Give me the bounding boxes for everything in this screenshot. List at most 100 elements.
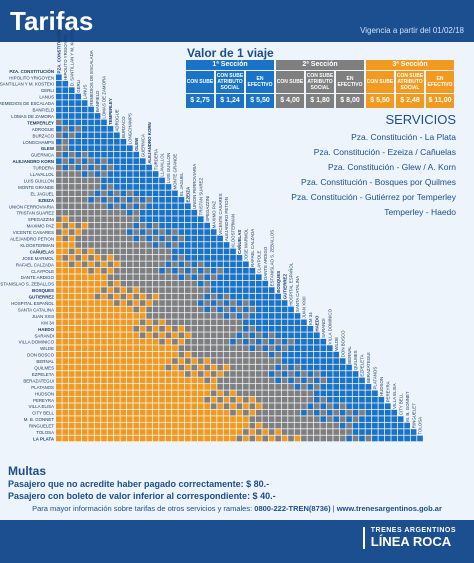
web[interactable]: www.trenesargentinos.gob.ar	[336, 504, 442, 513]
matrix-cell	[56, 377, 62, 384]
matrix-cell	[75, 209, 81, 216]
matrix-cell	[178, 377, 185, 384]
station-column-label: BOSQUES	[276, 271, 281, 293]
matrix-cell	[107, 267, 114, 274]
matrix-cell	[56, 403, 62, 410]
matrix-cell	[152, 255, 159, 261]
matrix-cell	[178, 261, 185, 268]
fare-label: CON SUBE ATRIBUTO SOCIAL	[216, 71, 244, 93]
matrix-cell	[275, 364, 281, 371]
matrix-cell	[81, 422, 88, 429]
matrix-cell	[146, 229, 152, 235]
matrix-cell	[139, 209, 146, 216]
matrix-cell	[178, 422, 185, 429]
matrix-cell	[126, 197, 133, 203]
matrix-cell	[152, 313, 159, 319]
matrix-cell	[101, 371, 107, 377]
matrix-cell	[378, 422, 385, 429]
matrix-cell	[152, 203, 159, 210]
matrix-cell	[191, 416, 198, 422]
matrix-cell	[81, 267, 88, 274]
matrix-cell	[288, 351, 294, 358]
matrix-cell	[249, 390, 256, 397]
matrix-cell	[56, 261, 62, 268]
matrix-cell	[275, 435, 281, 442]
matrix-cell	[243, 429, 249, 435]
matrix-cell	[62, 100, 69, 106]
matrix-cell	[159, 235, 165, 242]
matrix-cell	[126, 216, 133, 222]
matrix-cell	[191, 409, 198, 416]
matrix-cell	[68, 429, 75, 435]
matrix-cell	[120, 209, 127, 216]
matrix-cell	[307, 422, 314, 429]
station-column-label: ESTANISLAO S. ZEBALLOS	[269, 230, 274, 287]
matrix-cell	[107, 338, 114, 345]
station-column-label: JUAN XXIII	[302, 296, 307, 318]
matrix-cell	[81, 242, 88, 248]
note-text: Para mayor información sobre tarifas de …	[32, 504, 253, 513]
matrix-cell	[68, 203, 75, 210]
matrix-cell	[281, 403, 288, 410]
matrix-cell	[204, 332, 210, 339]
matrix-cell	[275, 319, 281, 326]
matrix-cell	[307, 345, 314, 351]
matrix-cell	[314, 358, 320, 364]
matrix-cell	[146, 235, 152, 242]
matrix-cell	[255, 371, 262, 377]
matrix-cell	[391, 409, 398, 416]
matrix-cell	[94, 113, 101, 119]
matrix-cell	[114, 326, 120, 332]
matrix-cell	[101, 119, 107, 126]
matrix-cell	[204, 319, 210, 326]
matrix-cell	[68, 235, 75, 242]
matrix-cell	[146, 351, 152, 358]
matrix-cell	[68, 422, 75, 429]
matrix-cell	[75, 158, 81, 164]
matrix-cell	[339, 364, 346, 371]
matrix-cell	[288, 358, 294, 364]
matrix-cell	[94, 242, 101, 248]
matrix-cell	[185, 416, 191, 422]
matrix-cell	[152, 248, 159, 255]
matrix-cell	[94, 435, 101, 442]
matrix-cell	[391, 416, 398, 422]
matrix-cell	[178, 306, 185, 313]
station-label: UNION FERROVIARIA	[9, 204, 54, 209]
section-name: 1ª Sección	[186, 60, 274, 70]
matrix-cell	[62, 416, 69, 422]
matrix-cell	[178, 197, 185, 203]
matrix-cell	[178, 235, 185, 242]
matrix-cell	[230, 313, 236, 319]
matrix-cell	[210, 287, 217, 293]
matrix-cell	[262, 280, 269, 287]
matrix-cell	[185, 384, 191, 390]
matrix-cell	[133, 300, 140, 306]
matrix-cell	[107, 396, 114, 403]
matrix-cell	[120, 332, 127, 339]
matrix-cell	[346, 409, 352, 416]
matrix-cell	[159, 300, 165, 306]
matrix-cell	[333, 351, 339, 358]
matrix-cell	[139, 300, 146, 306]
matrix-cell	[365, 396, 372, 403]
matrix-cell	[185, 280, 191, 287]
matrix-cell	[101, 171, 107, 177]
matrix-cell	[172, 435, 178, 442]
matrix-cell	[262, 300, 269, 306]
matrix-cell	[120, 429, 127, 435]
matrix-cell	[133, 151, 140, 158]
matrix-cell	[146, 338, 152, 345]
matrix-cell	[236, 255, 243, 261]
matrix-cell	[62, 87, 69, 93]
matrix-cell	[94, 132, 101, 139]
matrix-cell	[230, 338, 236, 345]
station-column-label: PZA. CONSTITUCIÓN	[57, 29, 62, 74]
matrix-cell	[255, 396, 262, 403]
matrix-cell	[88, 300, 94, 306]
matrix-cell	[185, 267, 191, 274]
matrix-cell	[94, 396, 101, 403]
matrix-cell	[249, 435, 256, 442]
matrix-cell	[275, 293, 281, 300]
